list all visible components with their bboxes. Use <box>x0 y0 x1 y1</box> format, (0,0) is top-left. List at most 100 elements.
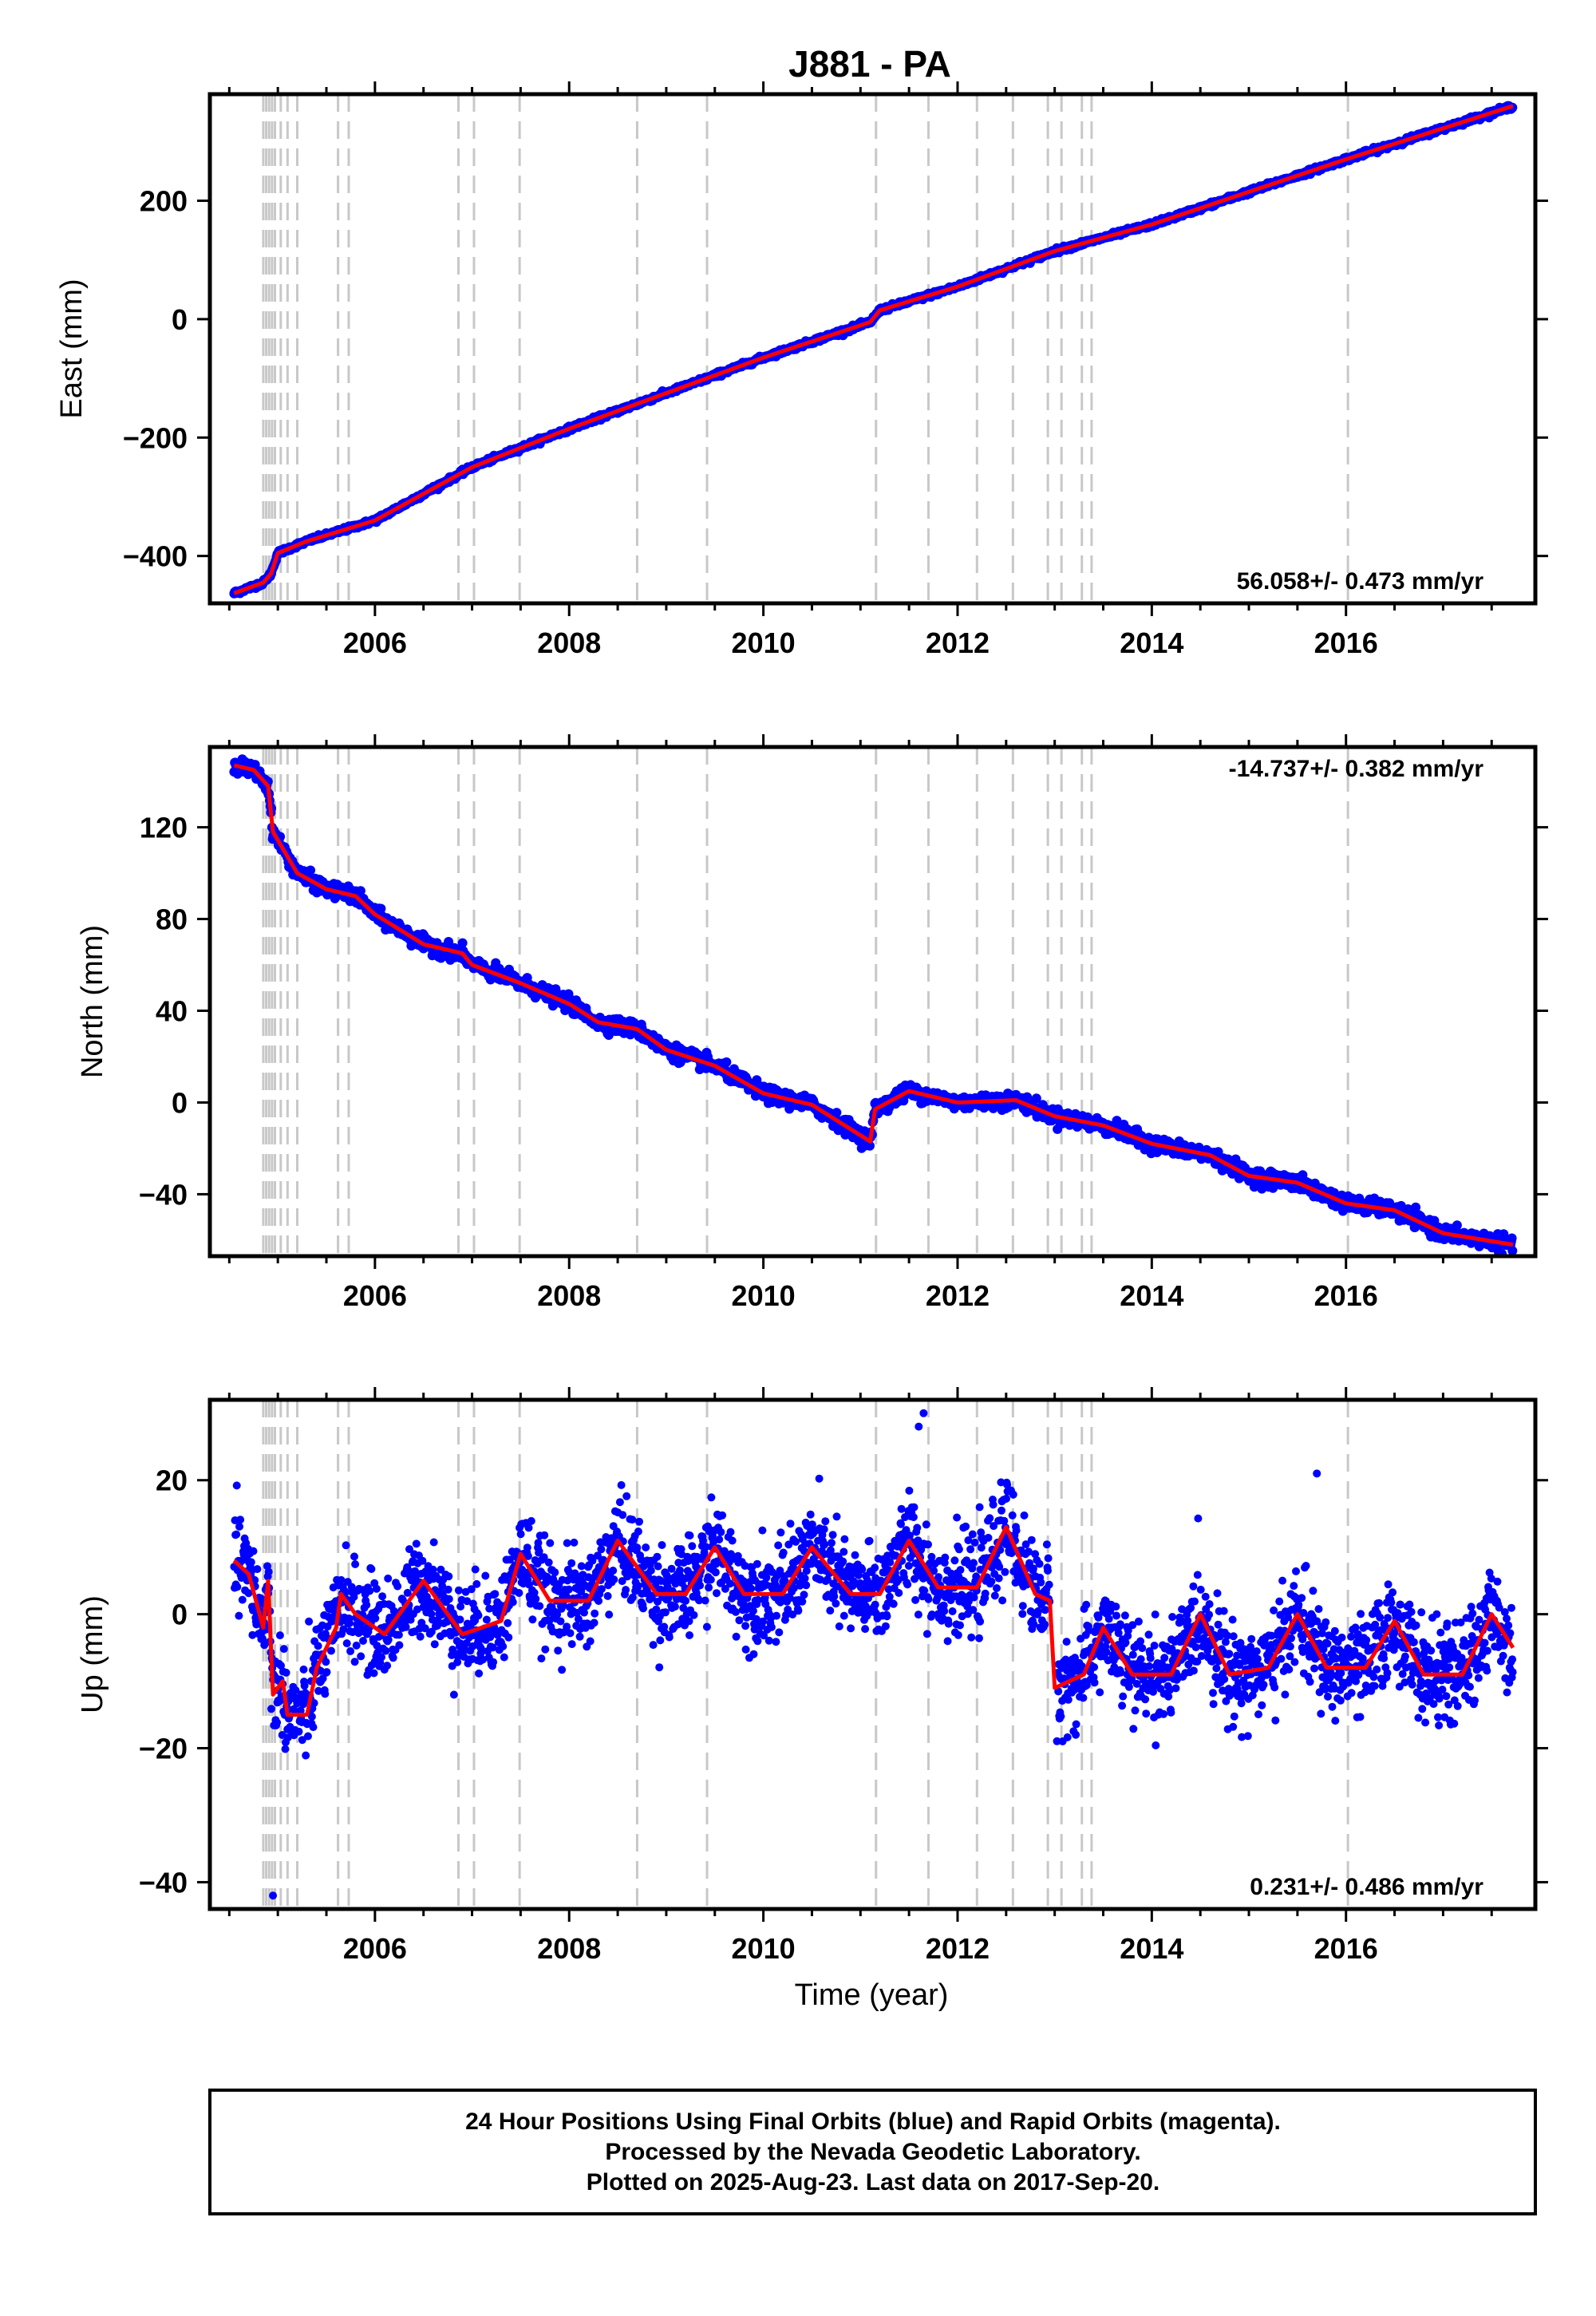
y-tick-label: 0 <box>172 303 188 336</box>
data-point <box>367 1565 376 1573</box>
data-point <box>273 1718 282 1727</box>
data-point <box>321 1690 330 1698</box>
data-point <box>342 1541 350 1550</box>
data-point <box>264 1567 273 1576</box>
data-point <box>302 1751 310 1760</box>
x-tick-label: 2006 <box>343 626 407 659</box>
velocity-annotation: -14.737+/- 0.382 mm/yr <box>1229 756 1484 782</box>
data-point <box>1452 1220 1462 1231</box>
data-point <box>1031 1093 1041 1104</box>
data-point <box>300 1682 309 1690</box>
y-tick-label: 120 <box>140 812 188 844</box>
data-point <box>337 1575 346 1584</box>
data-point <box>236 1516 245 1524</box>
data-point <box>233 1583 242 1591</box>
data-point <box>381 1646 390 1655</box>
data-point <box>369 1669 378 1678</box>
data-point <box>832 1108 842 1118</box>
data-point <box>389 1654 397 1662</box>
data-point <box>298 1700 307 1709</box>
data-point <box>314 1686 323 1695</box>
data-point <box>259 1634 267 1643</box>
event-lines <box>262 1400 1349 1909</box>
x-tick-label: 2016 <box>1314 1279 1378 1312</box>
data-point <box>350 1552 358 1561</box>
data-point <box>279 1645 288 1654</box>
data-point <box>327 1646 335 1655</box>
x-tick-label: 2012 <box>926 1279 990 1312</box>
data-point <box>249 1547 258 1555</box>
y-tick-label: −200 <box>123 421 188 454</box>
x-tick-label: 2008 <box>537 1279 601 1312</box>
data-point <box>346 1618 354 1627</box>
x-tick-label: 2016 <box>1314 626 1378 659</box>
data-point <box>314 1642 322 1650</box>
data-point <box>384 1574 393 1583</box>
data-point <box>365 1587 374 1595</box>
plot-frame <box>207 745 1538 1259</box>
data-point <box>307 1713 316 1721</box>
data-point <box>281 1745 290 1753</box>
data-point <box>351 1560 360 1568</box>
data-point <box>1213 1147 1223 1157</box>
data-point <box>305 1617 314 1626</box>
data-point <box>277 1662 285 1670</box>
data-point <box>235 1522 243 1531</box>
data-point <box>306 865 316 875</box>
data-point <box>232 1530 241 1539</box>
y-tick-label: 200 <box>140 185 188 218</box>
fit-line <box>233 763 1514 1247</box>
data-point <box>310 1699 318 1707</box>
y-tick-label: −40 <box>139 1178 188 1211</box>
data-point <box>296 1706 305 1715</box>
x-tick-label: 2014 <box>1120 1279 1183 1312</box>
figure-title: J881 - PA <box>788 43 951 85</box>
data-point <box>1507 1246 1518 1256</box>
data-point <box>359 1637 367 1645</box>
data-point <box>252 1620 261 1629</box>
x-tick-label: 2014 <box>1120 626 1183 659</box>
data-point <box>342 1639 351 1648</box>
y-tick-label: −400 <box>123 540 188 573</box>
x-tick-label: 2008 <box>537 626 601 659</box>
data-point <box>1112 1116 1122 1126</box>
data-point <box>721 1057 732 1067</box>
data-points <box>230 1409 1517 1900</box>
data-point <box>275 1631 284 1640</box>
data-point <box>248 1630 257 1639</box>
data-points <box>229 754 1518 1256</box>
data-point <box>253 1565 262 1574</box>
data-point <box>322 1658 330 1666</box>
data-point <box>1507 1233 1517 1243</box>
data-point <box>357 1652 365 1661</box>
data-points <box>229 101 1518 599</box>
data-point <box>341 1587 350 1596</box>
data-point <box>235 1611 243 1620</box>
data-point <box>378 1592 387 1601</box>
data-point <box>346 1647 355 1655</box>
data-point <box>352 1641 361 1650</box>
data-point <box>377 1653 385 1662</box>
data-point <box>355 886 365 896</box>
data-point <box>298 1736 306 1745</box>
y-tick-label: 0 <box>172 1086 188 1119</box>
fit-line <box>233 104 1514 595</box>
north-panel: 2006 2008 2010 2012 2014 2016−4004080120North… <box>76 734 1548 1312</box>
data-point <box>244 1589 253 1598</box>
data-point <box>247 1558 255 1567</box>
data-point <box>267 1705 275 1713</box>
data-point <box>384 1635 393 1644</box>
data-point <box>232 1481 241 1490</box>
east-panel: 2006 2008 2010 2012 2014 2016−400−2000200East… <box>55 81 1548 659</box>
data-point <box>304 1732 312 1741</box>
data-point <box>309 1723 318 1732</box>
velocity-annotation: 56.058+/- 0.473 mm/yr <box>1237 568 1484 595</box>
data-point <box>318 1674 327 1683</box>
data-point <box>1411 1202 1421 1212</box>
x-tick-label: 2010 <box>732 626 796 659</box>
y-tick-label: 80 <box>156 903 188 936</box>
data-point <box>350 1593 358 1601</box>
data-point <box>238 1595 247 1604</box>
